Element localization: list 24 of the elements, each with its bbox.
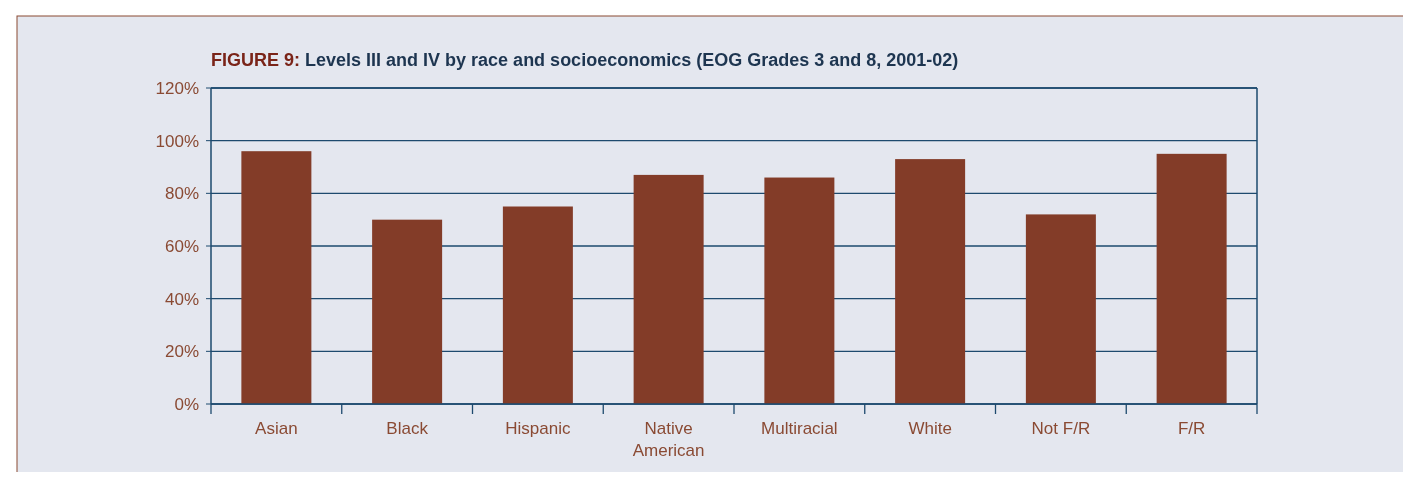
y-tick-label: 100% [155,131,199,151]
y-tick-label: 20% [164,342,199,362]
bar [1156,153,1227,404]
y-tick-label: 120% [155,78,199,98]
bar [502,206,573,404]
y-tick-label: 0% [174,394,199,414]
bar [372,219,443,404]
x-tick-label: F/R [1177,419,1206,438]
x-tick-label: Multiracial [761,419,838,438]
y-tick-label: 40% [164,289,199,309]
x-tick-label: Native American [632,419,705,461]
y-tick-label: 60% [164,236,199,256]
bar [764,177,835,404]
bar [1025,214,1096,404]
x-tick-label: Not F/R [1031,419,1091,438]
bar [633,174,704,404]
chart-title: FIGURE 9: Levels III and IV by race and socioeconomics (EOG Grades 3 and 8, 2001-02) [211,50,959,70]
bar [895,159,966,404]
y-tick-label: 80% [164,184,199,204]
x-tick-label: Hispanic [505,419,571,438]
x-tick-label: White [908,419,952,438]
x-tick-label: Asian [255,419,298,438]
x-tick-label: Black [386,419,429,438]
bar [241,151,312,404]
